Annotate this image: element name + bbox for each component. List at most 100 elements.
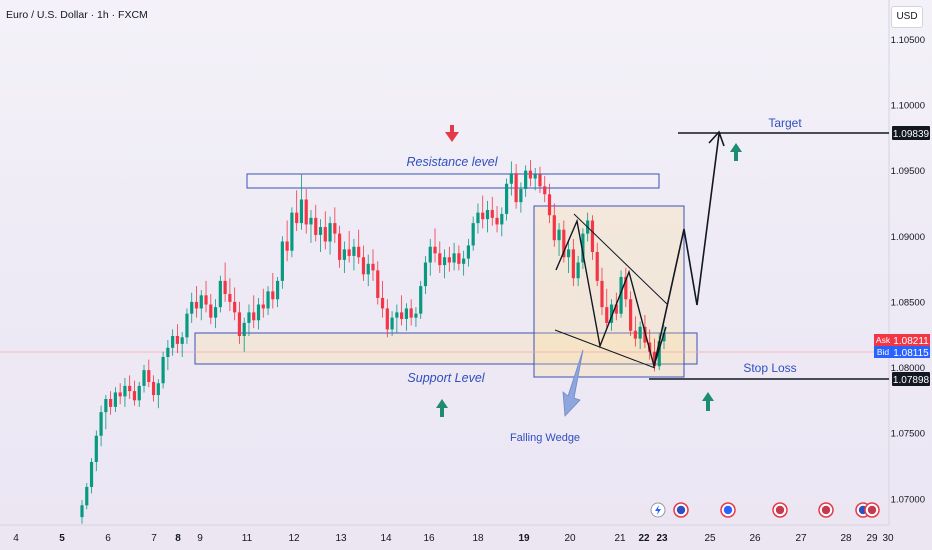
candle-bullish <box>219 276 222 313</box>
time-tick-label: 13 <box>335 533 347 544</box>
target-price-value: 1.09839 <box>893 129 930 140</box>
candle-bullish <box>290 207 293 257</box>
candle-bullish <box>80 500 83 524</box>
candle-bullish <box>486 201 489 233</box>
candle-body <box>123 386 126 397</box>
us-flag-event-icon[interactable] <box>819 503 833 517</box>
candle-body <box>505 184 508 214</box>
candle-body <box>99 412 102 436</box>
candle-bullish <box>114 387 117 412</box>
candle-bullish <box>185 308 188 343</box>
candle-bullish <box>257 298 260 330</box>
candle-body <box>219 281 222 307</box>
candle-body <box>90 462 93 487</box>
candle-bearish <box>224 263 227 302</box>
candle-bearish <box>348 231 351 263</box>
ask-price-value: 1.08211 <box>893 336 929 347</box>
candle-bearish <box>362 245 365 280</box>
candle-body <box>252 312 255 320</box>
candle-body <box>567 249 570 257</box>
candle-body <box>114 392 117 406</box>
target-price-badge: 1.09839 <box>892 126 930 140</box>
candle-body <box>109 399 112 407</box>
candle-bullish <box>200 290 203 320</box>
projection-arrowhead <box>709 132 724 146</box>
candle-bullish <box>95 431 98 472</box>
target-label: Target <box>768 116 802 130</box>
candle-body <box>534 175 537 179</box>
candle-body <box>510 173 513 184</box>
candle-bullish <box>142 365 145 393</box>
candle-body <box>577 263 580 279</box>
candle-bullish <box>138 382 141 407</box>
eu-flag-event-icon[interactable] <box>721 503 735 517</box>
candle-body <box>195 302 198 309</box>
bid-badge: Bid 1.08115 <box>874 346 930 359</box>
time-tick-label: 5 <box>59 533 65 544</box>
candle-bearish <box>381 281 384 318</box>
candle-body <box>634 331 637 339</box>
candle-body <box>400 312 403 319</box>
candle-body <box>572 249 575 278</box>
candle-body <box>639 327 642 339</box>
candle-bearish <box>262 289 265 318</box>
candle-body <box>133 391 136 400</box>
candle-bullish <box>505 179 508 221</box>
candle-body <box>104 399 107 412</box>
us-flag-event-icon[interactable] <box>865 503 879 517</box>
time-tick-label: 8 <box>175 533 181 544</box>
candle-body <box>629 299 632 331</box>
us-flag-event-icon[interactable] <box>773 503 787 517</box>
lightning-event-icon[interactable] <box>651 503 665 517</box>
candle-bearish <box>176 324 179 353</box>
candle-body <box>433 247 436 254</box>
candle-body <box>414 314 417 318</box>
candle-body <box>295 213 298 224</box>
candle-body <box>476 213 479 224</box>
candle-body <box>472 223 475 245</box>
candle-bullish <box>500 207 503 236</box>
price-tick-label: 1.08500 <box>891 297 925 308</box>
candle-body <box>119 392 122 396</box>
candle-body <box>243 323 246 336</box>
candle-body <box>286 242 289 251</box>
candle-body <box>228 294 231 302</box>
time-axis[interactable]: 4 5 6 7 8 9 11 12 13 14 16 18 19 20 21 22 23 25 26 27 28 29 30 <box>13 533 894 544</box>
up-arrow-icon <box>436 399 448 417</box>
candle-body <box>238 312 241 336</box>
time-tick-label: 11 <box>242 533 253 544</box>
candle-body <box>529 171 532 179</box>
time-tick-label: 20 <box>564 533 576 544</box>
candle-bearish <box>152 375 155 401</box>
candle-body <box>276 281 279 299</box>
candle-body <box>386 308 389 329</box>
time-tick-label: 22 <box>638 533 650 544</box>
up-arrow-icon <box>730 143 742 161</box>
candle-bullish <box>424 256 427 294</box>
candle-bearish <box>481 196 484 229</box>
candle-body <box>147 370 150 382</box>
candle-body <box>185 314 188 338</box>
time-tick-label: 26 <box>749 533 761 544</box>
candle-bearish <box>109 391 112 415</box>
candle-bearish <box>305 189 308 234</box>
price-axis[interactable]: 1.10500 1.10000 1.09500 1.09000 1.08500 1.080… <box>891 35 925 505</box>
time-tick-label: 29 <box>866 533 878 544</box>
candle-bearish <box>195 286 198 318</box>
candle-bearish <box>338 226 341 268</box>
candle-body <box>486 210 489 219</box>
candle-bullish <box>367 255 370 287</box>
us-flag-event-icon[interactable] <box>674 503 688 517</box>
candle-body <box>85 487 88 505</box>
candle-body <box>443 257 446 265</box>
resistance-zone <box>247 174 659 188</box>
candle-body <box>515 173 518 202</box>
candle-body <box>467 245 470 258</box>
candle-bearish <box>357 230 360 264</box>
candle-bearish <box>133 381 136 406</box>
candle-bullish <box>166 340 169 370</box>
candle-body <box>543 186 546 194</box>
candle-body <box>171 336 174 348</box>
candle-body <box>481 213 484 220</box>
